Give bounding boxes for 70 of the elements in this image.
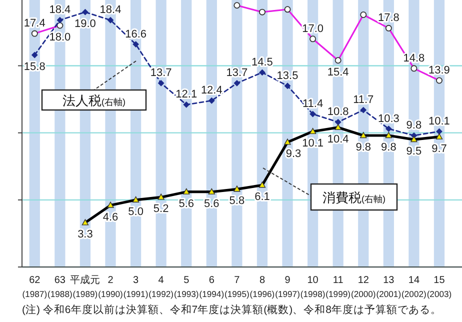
data-label: 11.4 xyxy=(302,98,324,110)
data-label: 11.7 xyxy=(353,94,374,106)
data-label: 9.7 xyxy=(432,142,447,155)
data-label: 10.8 xyxy=(327,106,349,118)
x-tick-label: 8 (1996) xyxy=(250,275,275,299)
x-tick-label: 6 (1994) xyxy=(199,275,224,299)
data-label: 18.4 xyxy=(49,4,71,16)
x-tick-label: 11 (1999) xyxy=(326,275,351,299)
point xyxy=(31,52,38,58)
point xyxy=(208,97,215,104)
point xyxy=(107,16,114,24)
x-tick-label: 14 (2002) xyxy=(402,275,427,299)
annotation: 法人税(右軸) xyxy=(62,93,126,108)
point xyxy=(56,16,64,24)
data-label: 13.9 xyxy=(428,64,450,77)
x-tick-label: 3 (1991) xyxy=(123,275,148,299)
x-tick-label: 4 (1992) xyxy=(148,275,174,299)
data-label: 6.1 xyxy=(254,191,270,204)
point xyxy=(132,41,139,48)
point xyxy=(183,101,190,108)
point xyxy=(385,126,392,132)
point xyxy=(82,8,88,16)
data-label: 12.1 xyxy=(176,88,198,101)
data-label: 15.8 xyxy=(24,61,46,74)
x-tick-label: 7 (1995) xyxy=(224,275,250,299)
point xyxy=(334,118,342,126)
data-label: 10.1 xyxy=(302,137,324,150)
data-label: 18.4 xyxy=(100,4,122,16)
text: (注) 令和6年度以前は決算額、令和7年度は決算額(概数)、令和8年度は予算額である。 xyxy=(22,303,442,316)
data-label: 13.7 xyxy=(150,67,172,80)
data-label: 9.3 xyxy=(286,148,302,160)
data-label: 4.6 xyxy=(102,211,118,224)
data-label: 5.0 xyxy=(128,206,144,218)
point xyxy=(310,110,316,118)
data-label: 9.8 xyxy=(406,120,422,132)
x-tick-label: 15 (2003) xyxy=(426,275,452,299)
data-label: 18.0 xyxy=(49,31,71,44)
data-label: 9.5 xyxy=(406,146,422,158)
data-label: 13.7 xyxy=(226,67,248,80)
data-label: 5.2 xyxy=(153,203,169,216)
data-label: 3.3 xyxy=(78,228,93,241)
data-label: 13.5 xyxy=(276,70,298,82)
x-tick-label: 13 (2001) xyxy=(376,275,402,299)
data-label: 9.8 xyxy=(381,142,396,154)
point xyxy=(234,80,240,86)
data-label: 10.4 xyxy=(327,133,349,146)
x-tick-label: 12 (2000) xyxy=(350,275,376,299)
annotation: 消費税(右軸) xyxy=(322,190,386,205)
data-label: 5.8 xyxy=(229,195,245,208)
point xyxy=(360,106,367,114)
point xyxy=(284,82,291,90)
point xyxy=(259,69,266,76)
data-label: 17.8 xyxy=(378,12,400,24)
data-label: 12.4 xyxy=(200,84,222,97)
x-tick-label: 9 (1997) xyxy=(275,275,300,299)
data-label: 10.1 xyxy=(428,115,450,128)
data-label: 16.6 xyxy=(125,28,147,40)
x-tick-label: 10 (1998) xyxy=(300,275,326,299)
x-tick-label: 2 (1990) xyxy=(98,275,124,299)
data-label: 5.6 xyxy=(204,198,220,210)
data-label: 14.5 xyxy=(252,56,273,68)
x-tick-label: 62 (1987) xyxy=(22,275,48,299)
data-label: 15.4 xyxy=(327,66,349,78)
data-label: 9.8 xyxy=(356,142,372,154)
point xyxy=(158,80,164,86)
data-label: 5.6 xyxy=(178,198,194,210)
x-tick-label: 5 (1993) xyxy=(174,275,199,299)
data-label: 17.4 xyxy=(24,18,46,30)
data-label: 19.0 xyxy=(74,18,96,30)
data-label: 10.3 xyxy=(378,112,400,125)
